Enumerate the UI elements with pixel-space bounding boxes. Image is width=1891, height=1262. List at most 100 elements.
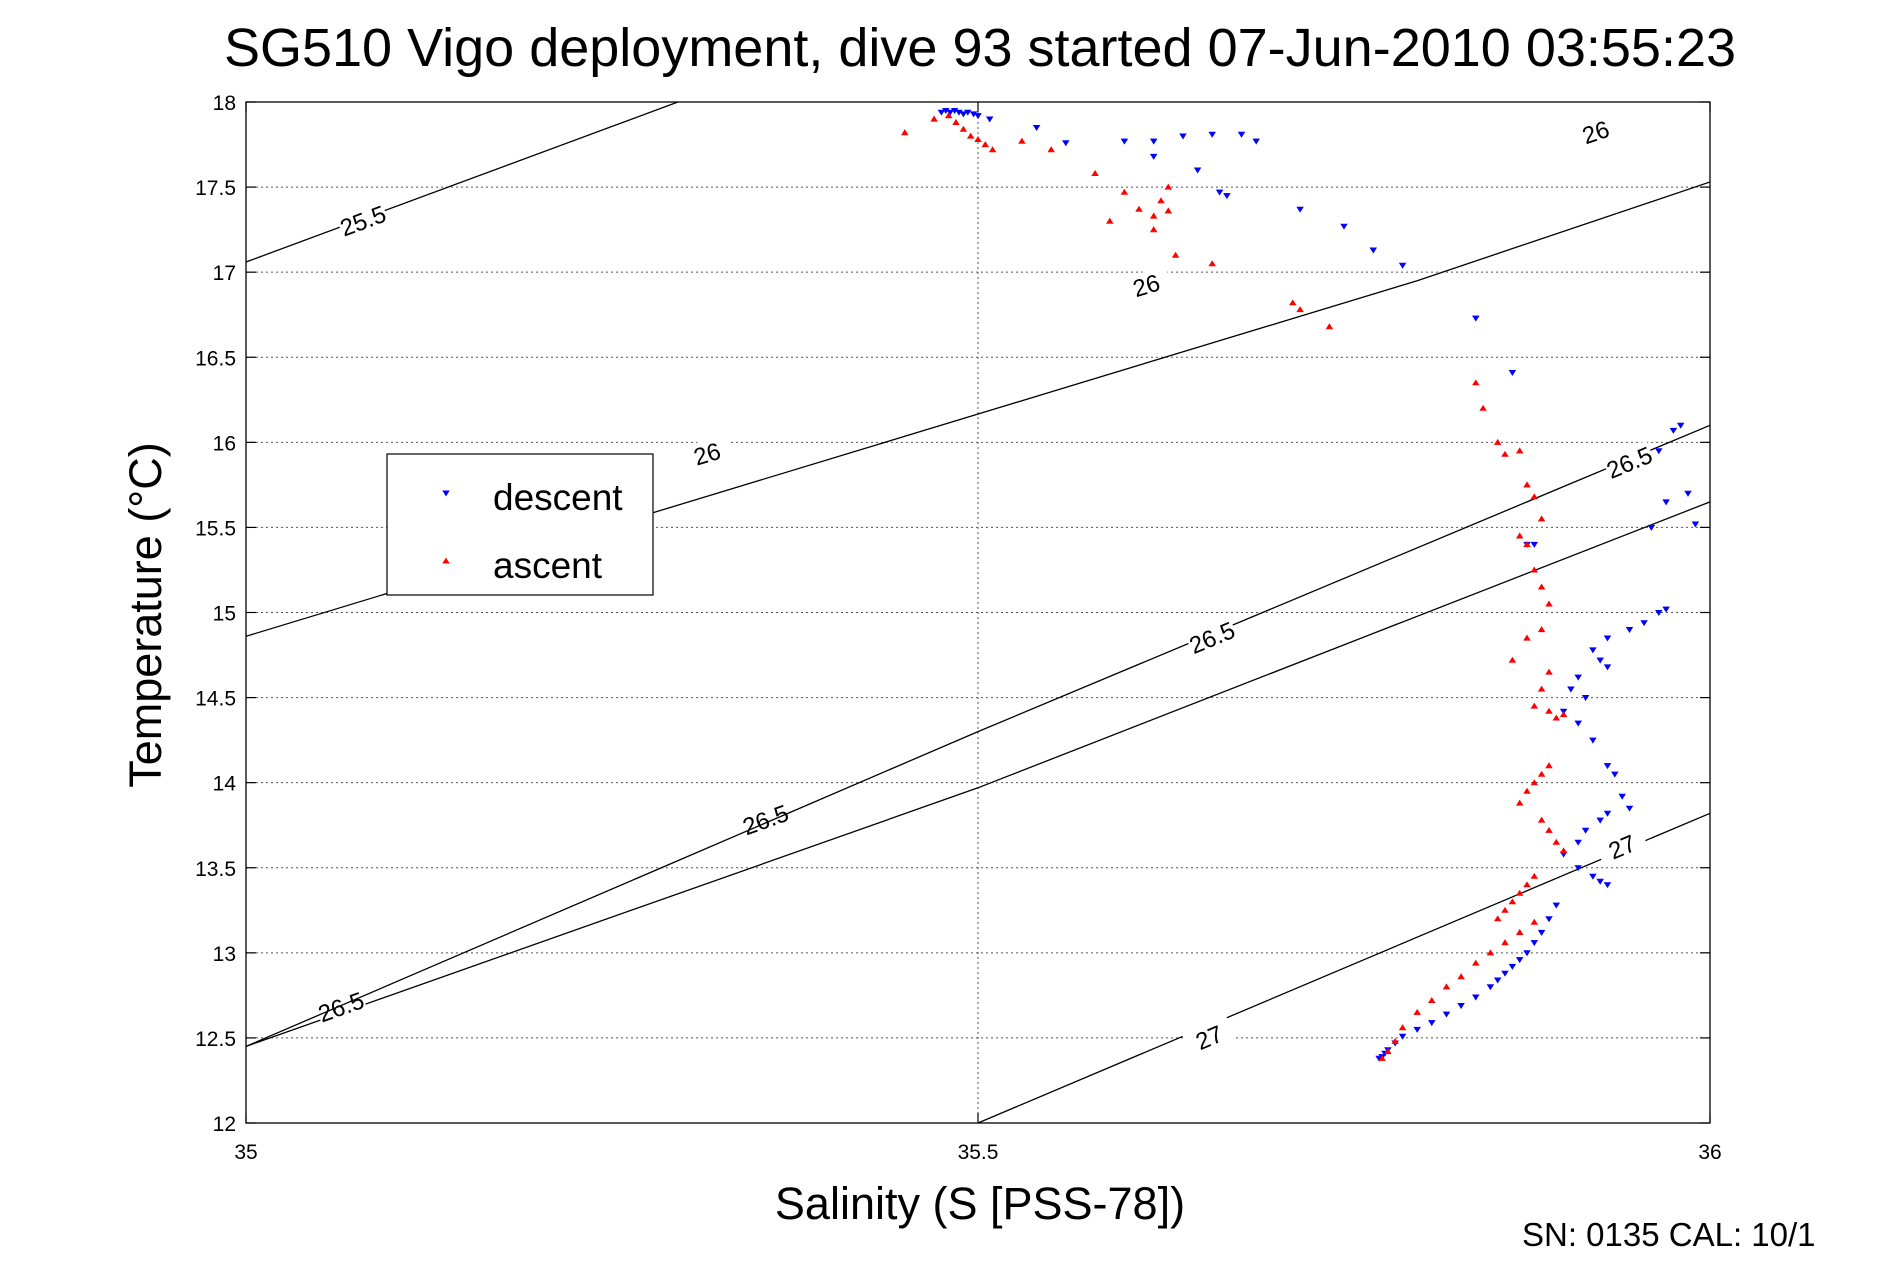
ascent-point (1530, 566, 1539, 573)
contour-label-3-1: 26.5 (1601, 440, 1656, 485)
contour-label-4-0: 27 (1181, 1015, 1237, 1059)
ascent-point (1413, 1008, 1421, 1015)
data-points (901, 108, 1700, 1062)
descent-point (1398, 262, 1407, 269)
density-contour-line-3 (246, 424, 1710, 1047)
descent-point (1625, 626, 1634, 633)
ascent-point (1545, 762, 1553, 769)
descent-point (1398, 1033, 1407, 1040)
descent-point (1062, 140, 1070, 147)
ascent-point (1149, 212, 1158, 219)
y-tick-label-4: 14 (213, 773, 237, 796)
y-tick-label-10: 17 (213, 262, 236, 285)
ascent-point (966, 132, 975, 139)
ascent-point (1559, 711, 1568, 718)
descent-point (1413, 1026, 1421, 1033)
descent-point (1472, 315, 1480, 322)
ascent-point (1501, 450, 1509, 457)
ascent-point (901, 129, 909, 136)
ascent-point (1515, 799, 1524, 806)
descent-point (1596, 878, 1604, 885)
ascent-point (1552, 714, 1561, 721)
x-tick-label-1: 35.5 (958, 1141, 999, 1164)
grid-lines (246, 102, 1710, 1123)
ascent-point (1378, 1054, 1386, 1061)
contour-label-4-1: 27 (1594, 825, 1649, 868)
descent-point (1252, 138, 1260, 145)
descent-point (1515, 957, 1524, 964)
ascent-point (1537, 816, 1546, 823)
descent-point (1120, 138, 1129, 145)
ascent-point (1479, 404, 1487, 411)
y-tick-label-1: 12.5 (195, 1028, 236, 1051)
x-tick-label-0: 35 (234, 1141, 257, 1164)
series-descent (937, 108, 1700, 1062)
descent-point (1193, 167, 1202, 174)
descent-point (1442, 1011, 1451, 1018)
contour-label-0-0: 25.5 (335, 199, 390, 242)
contour-label-3-0: 26.5 (1184, 615, 1239, 660)
descent-point (1486, 984, 1495, 991)
density-contour-line-2 (246, 501, 1710, 1048)
descent-point (1669, 427, 1678, 434)
x-tick-label-2: 36 (1698, 1141, 1721, 1164)
y-axis-label: Temperature (°C) (120, 442, 171, 788)
descent-point (1530, 940, 1539, 947)
descent-point (1662, 499, 1670, 506)
density-contour-line-0 (246, 102, 679, 263)
ascent-point (1384, 1048, 1392, 1055)
descent-point (1603, 763, 1612, 770)
ascent-point (1537, 515, 1546, 522)
descent-point (1647, 524, 1656, 531)
ascent-point (1559, 847, 1568, 854)
descent-point (1530, 541, 1539, 548)
ascent-point (1120, 188, 1129, 195)
ascent-point (1472, 379, 1480, 386)
ascent-point (1515, 928, 1524, 936)
ascent-point (1545, 668, 1553, 675)
ascent-point (1171, 251, 1180, 258)
descent-point (1552, 902, 1561, 909)
descent-point (1691, 521, 1700, 528)
legend-label-descent: descent (493, 477, 623, 518)
x-axis-label: Salinity (S [PSS-78]) (775, 1178, 1185, 1229)
ascent-point (1515, 889, 1524, 896)
legend-label-ascent: ascent (493, 545, 603, 586)
ascent-point (1545, 707, 1553, 714)
ascent-point (1508, 898, 1517, 905)
descent-point (1215, 189, 1224, 196)
ascent-point (1530, 493, 1539, 500)
ascent-point (1545, 600, 1553, 607)
ascent-point (1537, 685, 1546, 692)
descent-point (1625, 805, 1634, 812)
contour-label-2-2: 26.5 (738, 798, 792, 841)
descent-point (1640, 620, 1648, 627)
ascent-point (1545, 826, 1553, 833)
ascent-point (1164, 207, 1173, 214)
ascent-point (1047, 146, 1055, 153)
contour-label-1-2: 26 (1568, 111, 1623, 152)
ascent-point (1523, 634, 1531, 641)
descent-point (1296, 206, 1304, 213)
axis-ticks: 35 35.5 36 12 12.5 13 13.5 14 14.5 15 15.5 16 16.5 17… (195, 92, 1722, 1164)
descent-point (1428, 1020, 1436, 1027)
ascent-point (1493, 438, 1502, 445)
legend-marker-descent-glyph (442, 490, 450, 497)
ascent-point (1530, 872, 1539, 879)
ascent-point (1106, 217, 1114, 224)
descent-point (1574, 674, 1582, 681)
y-tick-label-11: 17.5 (195, 177, 236, 200)
legend-marker-ascent (442, 557, 450, 564)
descent-point (1581, 694, 1590, 702)
ascent-point (1537, 770, 1546, 777)
y-tick-label-5: 14.5 (195, 688, 236, 711)
svg-text:26.5: 26.5 (739, 800, 792, 841)
ascent-point (1164, 183, 1173, 190)
ascent-point (1552, 838, 1561, 845)
descent-point (1369, 247, 1378, 254)
ascent-point (1537, 583, 1546, 590)
descent-point (1589, 737, 1597, 744)
y-tick-label-8: 16 (213, 432, 236, 455)
contour-label-1-0: 26 (680, 433, 734, 473)
